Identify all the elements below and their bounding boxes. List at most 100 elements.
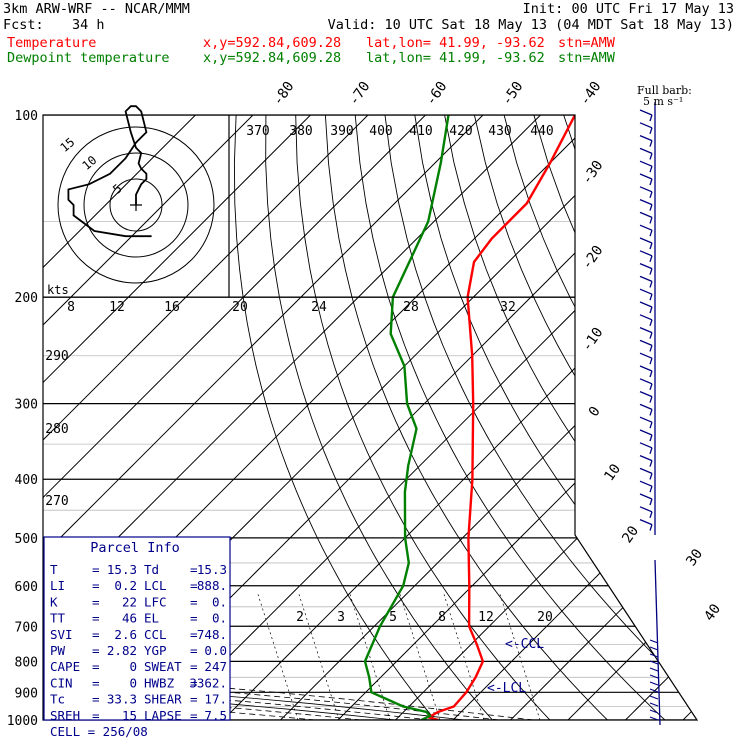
parcel-val-lcl: 888. [197, 578, 227, 593]
mixing-ratio-line [399, 594, 441, 720]
forecast-hour: 34 h [72, 17, 105, 33]
mixing-ratio-label-8: 8 [438, 610, 446, 625]
isotherm [337, 115, 697, 720]
mixing-ratio-label-5: 5 [389, 610, 397, 625]
dry-adiabat-330 [354, 115, 666, 720]
wind-barb [639, 519, 653, 531]
wind-barb [639, 263, 653, 275]
parcel-eq: = [92, 578, 100, 593]
parcel-eq: = [92, 692, 100, 707]
wind-barb-column [639, 102, 661, 726]
hodograph [57, 105, 215, 284]
parcel-val-ygp: 0.0 [204, 643, 227, 658]
parcel-key-td: Td [144, 562, 159, 577]
mixing-ratio-line [257, 594, 299, 720]
dry-adiabat-label-380: 380 [289, 124, 312, 139]
pressure-tick-400: 400 [15, 473, 38, 488]
model-title: 3km ARW-WRF -- NCAR/MMM [3, 1, 190, 17]
hodograph-ring-label-10: 10 [79, 153, 99, 173]
temperature-station: stn=AMW [558, 35, 615, 51]
wind-barb [639, 493, 653, 506]
parcel-val-svi: 2.6 [114, 627, 137, 642]
wind-barb [639, 147, 653, 160]
dry-adiabat-label-410: 410 [409, 124, 432, 139]
isotherm [280, 115, 697, 720]
parcel-info-box [43, 536, 231, 721]
isotherm-label-10: 10 [601, 461, 624, 484]
wind-barb [639, 275, 653, 288]
temperature-legend: Temperature [7, 35, 97, 51]
parcel-eq: = [92, 659, 100, 674]
wind-barb [639, 250, 653, 263]
isotherm [510, 115, 697, 720]
parcel-eq: = [190, 675, 198, 690]
pressure-tick-900: 900 [15, 686, 38, 701]
wind-barb [639, 480, 653, 493]
isotherm [567, 115, 697, 720]
wind-barb [639, 391, 653, 403]
mixing-ratio-label-top-32: 32 [500, 300, 516, 315]
parcel-key-sweat: SWEAT [144, 659, 182, 674]
parcel-val-shear: 17. [204, 692, 227, 707]
parcel-cell: CELL = 256/08 [50, 724, 148, 739]
hodograph-ring [83, 152, 189, 258]
plot-frame [42, 114, 699, 721]
dry-adiabat-300 [265, 115, 493, 720]
parcel-val-el: 0. [212, 611, 227, 626]
wind-barb [639, 237, 653, 250]
parcel-eq: = [92, 611, 100, 626]
wind-barb [639, 135, 653, 147]
mixing-ratio-label-2: 2 [296, 610, 304, 625]
wind-barb [649, 681, 659, 686]
parcel-eq: = [92, 643, 100, 658]
dry-adiabat-label-400: 400 [369, 124, 392, 139]
dewpoint-xy: x,y=592.84,609.28 [203, 50, 342, 66]
parcel-val-cape: 0 [129, 659, 137, 674]
mixing-ratio-line [298, 594, 340, 720]
dewpoint-trace [363, 115, 450, 720]
wind-barb [639, 378, 653, 391]
wind-barb [639, 365, 653, 378]
wind-barb [639, 109, 653, 122]
isotherm [625, 115, 697, 720]
pressure-tick-1000: 1000 [7, 714, 38, 729]
parcel-key-lcl: LCL [144, 578, 167, 593]
parcel-key-hwbz: HWBZ [144, 675, 175, 690]
moist-adiabat [43, 667, 431, 720]
pressure-tick-800: 800 [15, 655, 38, 670]
wind-barb [639, 160, 653, 173]
parcel-val-sweat: 247 [204, 659, 227, 674]
hodograph-units: kts [47, 283, 69, 297]
parcel-key-cape: CAPE [50, 659, 80, 674]
isotherm-label--80: -80 [270, 79, 298, 109]
wind-barb [639, 339, 653, 352]
parcel-key-lapse: LAPSE [144, 708, 182, 723]
pressure-tick-700: 700 [15, 620, 38, 635]
lcl-marker: <-LCL [487, 681, 526, 696]
pressure-tick-300: 300 [15, 398, 38, 413]
parcel-key-li: LI [50, 578, 65, 593]
barb-legend-value: 5 m s⁻¹ [643, 95, 683, 108]
parcel-val-hwbz: 3362. [189, 675, 227, 690]
parcel-key-k: K [50, 594, 58, 609]
mixing-ratio-line [499, 594, 541, 720]
parcel-val-sreh: 15 [122, 708, 137, 723]
temperature-xy: x,y=592.84,609.28 [203, 35, 342, 51]
barb-legend-title: Full barb: [637, 84, 692, 97]
parcel-info-frame [43, 536, 231, 721]
parcel-key-el: EL [144, 611, 159, 626]
parcel-key-svi: SVI [50, 627, 73, 642]
wind-barb [639, 455, 653, 467]
parcel-eq: = [190, 594, 198, 609]
isotherm-label-0: 0 [586, 404, 604, 420]
isotherm [165, 115, 697, 720]
isotherm-label-40: 40 [701, 601, 724, 624]
parcel-info-title: Parcel Info [90, 540, 179, 556]
parcel-val-td: 15.3 [197, 562, 227, 577]
parcel-eq: = [190, 708, 198, 723]
parcel-key-sreh: SREH [50, 708, 80, 723]
dewpoint-station: stn=AMW [558, 50, 615, 66]
dry-adiabat-label-430: 430 [488, 124, 511, 139]
wind-barb [639, 186, 653, 199]
